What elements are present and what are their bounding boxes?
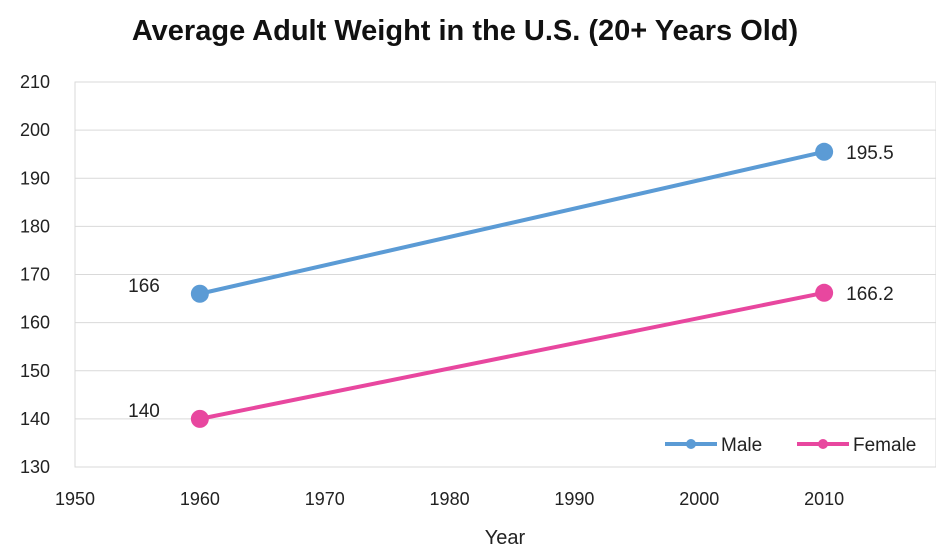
y-tick-label: 140 — [20, 409, 50, 429]
x-tick-label: 1960 — [180, 489, 220, 509]
x-tick-label: 1980 — [430, 489, 470, 509]
data-label: 195.5 — [846, 143, 894, 164]
data-point — [815, 283, 834, 302]
y-tick-label: 200 — [20, 120, 50, 140]
y-tick-label: 210 — [20, 72, 50, 92]
legend-label: Female — [853, 435, 916, 456]
legend: Male Female — [665, 435, 916, 456]
x-tick-label: 2010 — [804, 489, 844, 509]
y-tick-label: 130 — [20, 457, 50, 477]
x-axis-ticks: 195019601970198019902000201020 — [55, 489, 844, 509]
y-tick-label: 190 — [20, 168, 50, 188]
legend-label: Male — [721, 435, 762, 456]
data-point — [190, 284, 209, 303]
plot-area — [74, 81, 936, 468]
y-tick-label: 150 — [20, 361, 50, 381]
data-label: 166 — [128, 276, 160, 297]
y-tick-label: 170 — [20, 265, 50, 285]
data-point — [190, 409, 209, 428]
legend-marker — [818, 439, 828, 449]
x-tick-label: 2000 — [679, 489, 719, 509]
y-tick-label: 160 — [20, 313, 50, 333]
legend-marker — [686, 439, 696, 449]
gridlines — [75, 81, 936, 468]
x-tick-label: 1970 — [305, 489, 345, 509]
series-line-female — [199, 290, 825, 421]
data-point — [815, 142, 834, 161]
data-label: 166.2 — [846, 284, 894, 305]
x-tick-label: 1950 — [55, 489, 95, 509]
y-axis-ticks: 210 200 190 180 170 160 150 140 130 — [20, 72, 50, 477]
x-tick-label: 1990 — [554, 489, 594, 509]
data-label: 140 — [128, 401, 160, 422]
series-layer: 166 195.5 140 166.2 — [128, 142, 894, 428]
chart-title: Average Adult Weight in the U.S. (20+ Ye… — [132, 15, 798, 47]
y-tick-label: 180 — [20, 216, 50, 236]
x-axis-title: Year — [485, 527, 526, 549]
series-line-male — [199, 149, 825, 296]
